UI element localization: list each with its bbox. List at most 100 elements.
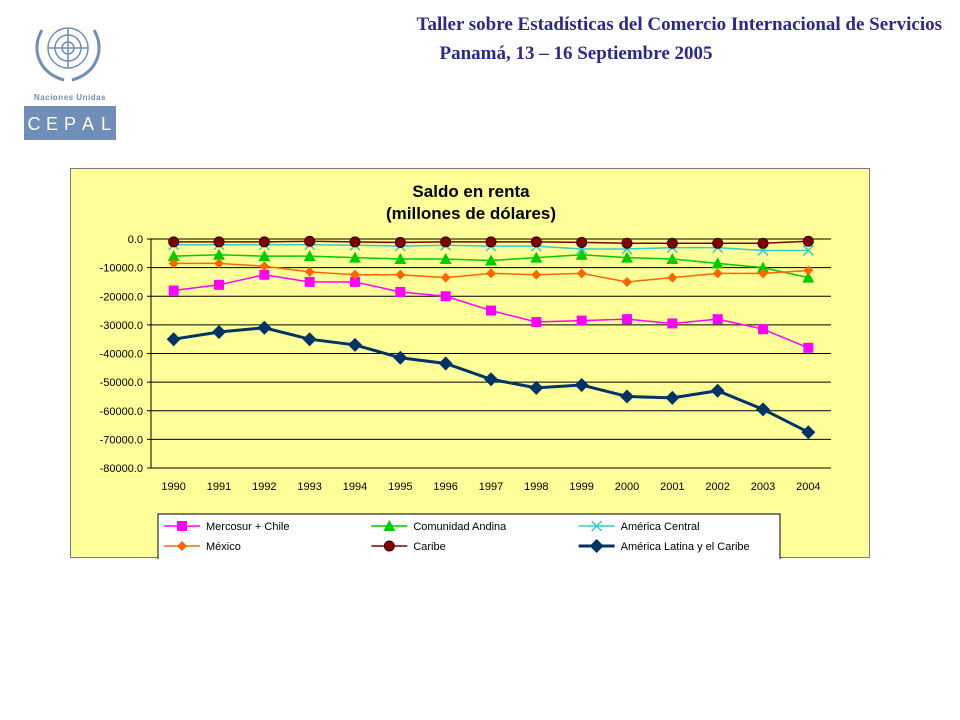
data-point: [350, 269, 360, 280]
legend-label: Comunidad Andina: [413, 521, 507, 533]
data-point: [383, 540, 395, 552]
data-point: [757, 261, 769, 273]
data-point: [710, 383, 725, 398]
data-point: [530, 251, 543, 263]
header-title-line2: Panamá, 13 – 16 Septiembre 2005: [439, 43, 713, 64]
data-point: [258, 236, 270, 248]
data-point: [439, 253, 452, 265]
data-point: [620, 389, 634, 404]
data-point: [440, 236, 452, 248]
data-point: [383, 520, 396, 531]
data-point: [168, 258, 179, 269]
legend-label: México: [206, 541, 241, 553]
data-point: [486, 305, 496, 316]
data-point: [576, 315, 587, 326]
data-point: [802, 244, 814, 256]
data-point: [485, 254, 497, 266]
data-point: [486, 268, 496, 279]
data-point: [349, 251, 361, 263]
x-tick-label: 2004: [796, 481, 820, 493]
data-point: [257, 320, 272, 335]
y-tick-label: 0.0: [128, 234, 143, 246]
data-point: [303, 250, 316, 262]
data-point: [622, 276, 632, 287]
data-point: [756, 402, 770, 417]
data-point: [302, 332, 317, 347]
y-tick-label: -40000.0: [100, 349, 143, 361]
data-point: [575, 248, 588, 260]
data-point: [348, 337, 362, 352]
data-point: [758, 324, 768, 335]
y-tick-label: -30000.0: [100, 320, 143, 332]
series-5: [168, 235, 814, 249]
data-point: [258, 250, 271, 262]
data-point: [621, 251, 633, 263]
data-point: [484, 372, 498, 387]
logo-letter: L: [101, 114, 111, 134]
x-tick-label: 1992: [252, 481, 276, 493]
data-point: [177, 541, 187, 551]
data-point: [758, 268, 768, 279]
x-tick-label: 2000: [615, 481, 639, 493]
logo-letter: C: [28, 114, 41, 134]
data-point: [712, 237, 724, 249]
series-4: [168, 258, 814, 287]
legend-item: Comunidad Andina: [371, 520, 507, 533]
data-point: [304, 276, 315, 287]
data-point: [440, 291, 451, 302]
legend-item: América Latina y el Caribe: [578, 539, 750, 553]
line-chart: Saldo en renta (millones de dólares) 0.0 -1…: [100, 182, 831, 559]
data-point: [212, 325, 226, 340]
x-tick-label: 1990: [161, 481, 185, 493]
logo-letter: P: [64, 114, 76, 134]
data-point: [440, 272, 451, 283]
x-tick-label: 1994: [343, 481, 367, 493]
data-point: [168, 236, 180, 248]
data-point: [394, 253, 407, 265]
data-point: [667, 318, 678, 329]
data-point: [393, 350, 408, 365]
y-tick-label: -70000.0: [100, 434, 143, 446]
data-point: [757, 237, 769, 249]
x-tick-label: 1997: [479, 481, 503, 493]
data-point: [485, 236, 497, 248]
logo-caption: Naciones Unidas: [34, 93, 106, 102]
x-tick-label: 1999: [569, 481, 593, 493]
data-point: [667, 272, 678, 283]
data-point: [166, 332, 181, 347]
data-point: [259, 261, 270, 272]
y-tick-label: -50000.0: [100, 377, 143, 389]
chart-title-line: Saldo en renta: [412, 182, 530, 201]
data-point: [214, 279, 224, 290]
legend: Mercosur + Chile Comunidad Andina América …: [157, 513, 781, 559]
header-title-line1: Taller sobre Estadísticas del Comercio I…: [416, 14, 942, 35]
x-tick-label: 1991: [207, 481, 231, 493]
data-point: [168, 285, 179, 296]
x-tick-label: 2001: [660, 481, 684, 493]
data-point: [803, 342, 814, 353]
y-tick-label: -10000.0: [100, 263, 143, 275]
data-point: [167, 250, 180, 262]
data-point: [712, 314, 723, 325]
legend-item: América Central: [578, 520, 700, 533]
data-point: [711, 257, 724, 269]
x-tick-label: 1998: [524, 481, 548, 493]
data-point: [712, 268, 723, 279]
x-tick-label: 2003: [751, 481, 775, 493]
legend-item: Mercosur + Chile: [164, 521, 289, 533]
data-point: [666, 237, 678, 249]
x-tick-label: 2002: [705, 481, 729, 493]
x-tick-label: 1996: [433, 481, 457, 493]
data-point: [591, 520, 603, 532]
data-point: [304, 266, 315, 277]
legend-item: Caribe: [371, 540, 446, 553]
legend-item: México: [164, 541, 241, 553]
logo-letter: A: [82, 114, 94, 134]
data-point: [802, 271, 815, 283]
data-point: [802, 235, 814, 247]
legend-label: Caribe: [413, 541, 445, 553]
data-point: [531, 269, 542, 280]
data-point: [259, 269, 270, 280]
